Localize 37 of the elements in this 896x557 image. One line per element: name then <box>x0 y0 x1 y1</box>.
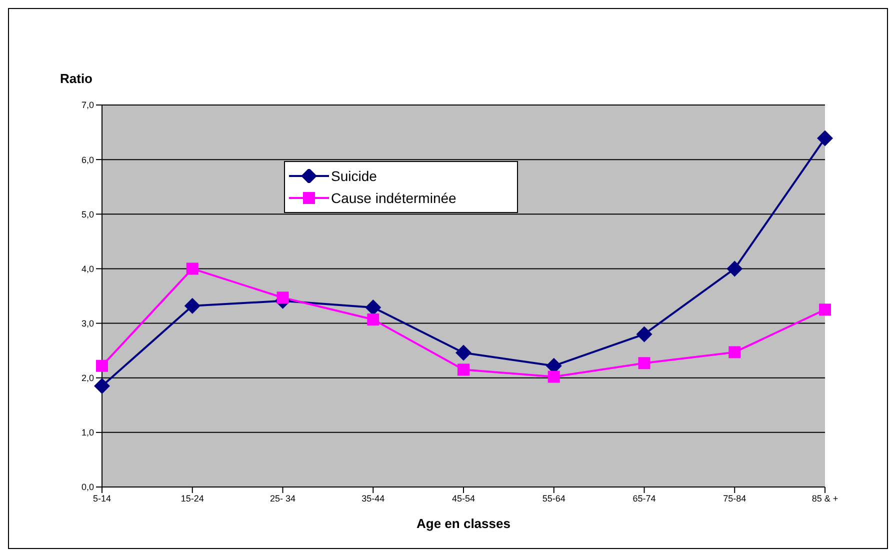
x-tick-label: 5-14 <box>92 493 112 504</box>
x-tick-label: 55-64 <box>542 493 566 504</box>
y-tick-label: 4,0 <box>81 264 94 274</box>
y-tick-label: 3,0 <box>81 318 94 328</box>
point <box>276 292 289 304</box>
y-tick-label: 2,0 <box>81 373 94 384</box>
point <box>456 344 472 361</box>
legend-label: Cause indéterminée <box>331 189 456 208</box>
point <box>548 370 560 383</box>
y-tick-label: 6,0 <box>81 154 94 165</box>
x-tick-label: 45-54 <box>452 493 476 504</box>
y-axis-title: Ratio <box>60 71 92 86</box>
legend-label: Suicide <box>331 167 377 186</box>
y-tick-label: 1,0 <box>81 428 94 438</box>
point <box>638 357 650 370</box>
x-tick-label: 35-44 <box>362 493 385 504</box>
x-tick-label: 75-84 <box>723 493 746 504</box>
point <box>458 364 470 376</box>
point <box>94 378 110 394</box>
y-tick-label: 5,0 <box>81 209 94 220</box>
x-tick-label: 85 & + <box>812 493 838 504</box>
x-tick-label: 65-74 <box>632 493 656 504</box>
point <box>726 260 743 277</box>
x-axis-title: Age en classes <box>416 516 510 531</box>
x-tick-label: 25- 34 <box>270 493 296 504</box>
point <box>728 346 741 358</box>
point <box>819 304 831 316</box>
point <box>365 299 382 316</box>
point <box>186 262 198 275</box>
point <box>636 326 652 342</box>
point <box>96 360 108 372</box>
point <box>817 130 833 146</box>
y-tick-label: 7,0 <box>81 100 94 110</box>
point <box>184 298 200 314</box>
y-tick-label: 0,0 <box>81 482 94 492</box>
x-tick-label: 15-24 <box>180 493 204 504</box>
point <box>367 313 380 326</box>
